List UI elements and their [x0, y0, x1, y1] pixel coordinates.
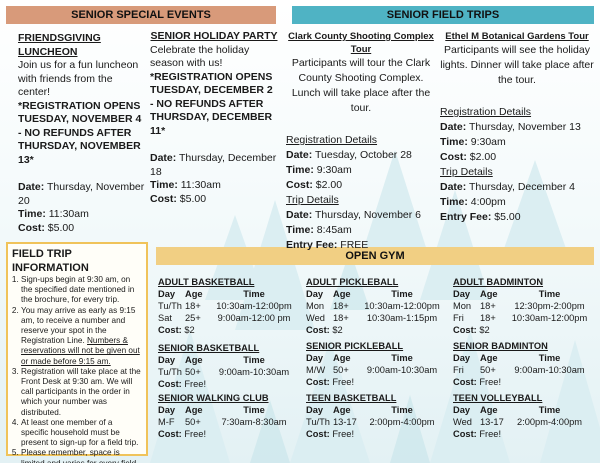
gym-title: TEEN BASKETBALL — [306, 393, 397, 403]
event-title: SENIOR HOLIDAY PARTY — [150, 30, 278, 42]
event-description: Join us for a fun luncheon with friends … — [18, 59, 139, 98]
gym-row: Fri 18+ 10:30am-12:00pm — [453, 313, 588, 323]
gym-cost: Cost: Free! — [158, 429, 207, 439]
event-title: FRIENDSGIVING LUNCHEON — [18, 32, 101, 58]
gym-row: M-F 50+ 7:30am-8:30am — [158, 417, 287, 427]
registration-cost: Cost: $2.00 — [286, 179, 343, 191]
gym-teen-basketball: TEEN BASKETBALL Day Age Time Tu/Th 13-17 2:0… — [306, 392, 446, 440]
gym-row: Tu/Th 13-17 2:00pm-4:00pm — [306, 417, 435, 427]
gym-title: ADULT BADMINTON — [453, 277, 544, 287]
gym-title: TEEN VOLLEYBALL — [453, 393, 543, 403]
trip-details-heading: Trip Details — [440, 166, 493, 178]
trip-time: Time: 4:00pm — [440, 196, 506, 208]
info-item-underlined: Numbers & reservations will not be given… — [21, 336, 140, 366]
gym-title: SENIOR PICKLEBALL — [306, 341, 404, 351]
event-description: Celebrate the holiday season with us! — [150, 43, 250, 70]
event-friendsgiving: FRIENDSGIVING LUNCHEON Join us for a fun… — [18, 32, 146, 235]
gym-cost: Cost: Free! — [306, 377, 355, 387]
gym-cost: Cost: $2 — [306, 325, 343, 335]
field-trip-information-box: FIELD TRIP INFORMATION Sign-ups begin at… — [6, 242, 148, 463]
gym-row: Wed 13-17 2:00pm-4:00pm — [453, 417, 583, 427]
event-holiday-party: SENIOR HOLIDAY PARTY Celebrate the holid… — [150, 30, 278, 206]
info-list: Sign-ups begin at 9:30 am, on the specif… — [12, 275, 142, 463]
gym-row: Mon 18+ 10:30am-12:00pm — [306, 301, 440, 311]
trip-description: Participants will see the holiday lights… — [440, 44, 594, 86]
trip-title: Clark County Shooting Complex Tour — [288, 31, 434, 55]
event-time: Time: 11:30am — [150, 179, 221, 191]
gym-teen-volleyball: TEEN VOLLEYBALL Day Age Time Wed 13-17 2:00p… — [453, 392, 594, 440]
senior-field-trips-header: SENIOR FIELD TRIPS — [292, 6, 594, 24]
senior-special-events-header: SENIOR SPECIAL EVENTS — [6, 6, 276, 24]
gym-senior-pickleball: SENIOR PICKLEBALL Day Age Time M/W 50+ 9:00a… — [306, 340, 446, 388]
gym-cost: Cost: $2 — [158, 325, 195, 335]
registration-time: Time: 9:30am — [286, 164, 352, 176]
gym-cost: Cost: $2 — [453, 325, 490, 335]
gym-adult-badminton: ADULT BADMINTON Day Age Time Mon 18+ 12:30pm… — [453, 276, 594, 336]
gym-cost: Cost: Free! — [158, 379, 207, 389]
event-date: Date: Thursday, November 20 — [18, 181, 145, 207]
gym-header-row: Day Age Time — [453, 289, 561, 299]
gym-title: SENIOR WALKING CLUB — [158, 393, 269, 403]
gym-row: Wed 18+ 10:30am-1:15pm — [306, 313, 438, 323]
gym-row: Fri 50+ 9:00am-10:30am — [453, 365, 585, 375]
gym-cost: Cost: Free! — [453, 429, 502, 439]
gym-header-row: Day Age Time — [453, 405, 561, 415]
gym-adult-basketball: ADULT BASKETBALL Day Age Time Tu/Th 18+ 10:3… — [158, 276, 298, 336]
gym-row: Tu/Th 50+ 9:00am-10:30am — [158, 367, 290, 377]
gym-header-row: Day Age Time — [306, 289, 413, 299]
gym-cost: Cost: Free! — [306, 429, 355, 439]
gym-row: M/W 50+ 9:00am-10:30am — [306, 365, 438, 375]
event-registration-note: *REGISTRATION OPENS TUESDAY, NOVEMBER 4 … — [18, 99, 142, 166]
gym-row: Sat 25+ 9:00am-12:00 pm — [158, 313, 291, 323]
trip-date: Date: Thursday, November 6 — [286, 209, 422, 221]
gym-senior-walking-club: SENIOR WALKING CLUB Day Age Time M-F 50+ 7:3… — [158, 392, 298, 440]
trip-date: Date: Thursday, December 4 — [440, 181, 576, 193]
trip-shooting-complex: Clark County Shooting Complex Tour Parti… — [286, 30, 436, 253]
gym-row: Tu/Th 18+ 10:30am-12:00pm — [158, 301, 292, 311]
info-item: At least one member of a specific househ… — [21, 418, 142, 449]
info-item: Please remember, space is limited and va… — [21, 448, 142, 463]
event-registration-note: *REGISTRATION OPENS TUESDAY, DECEMBER 2 … — [150, 70, 273, 137]
gym-header-row: Day Age Time — [158, 405, 265, 415]
event-cost: Cost: $5.00 — [150, 192, 207, 205]
gym-header-row: Day Age Time — [306, 405, 413, 415]
trip-ethel-m: Ethel M Botanical Gardens Tour Participa… — [440, 30, 594, 225]
registration-details-heading: Registration Details — [286, 134, 378, 146]
registration-date: Date: Thursday, November 13 — [440, 121, 581, 133]
registration-date: Date: Tuesday, October 28 — [286, 149, 412, 161]
registration-cost: Cost: $2.00 — [440, 151, 497, 163]
trip-details-heading: Trip Details — [286, 194, 339, 206]
gym-senior-badminton: SENIOR BADMINTON Day Age Time Fri 50+ 9:00am… — [453, 340, 594, 388]
gym-title: SENIOR BASKETBALL — [158, 343, 260, 353]
info-title: FIELD TRIP INFORMATION — [12, 248, 89, 274]
gym-row: Mon 18+ 12:30pm-2:00pm — [453, 301, 585, 311]
gym-title: ADULT BASKETBALL — [158, 277, 255, 287]
info-item: You may arrive as early as 9:15 am, to r… — [21, 306, 142, 367]
info-item: Sign-ups begin at 9:30 am, on the specif… — [21, 275, 142, 306]
trip-title: Ethel M Botanical Gardens Tour — [445, 31, 589, 42]
gym-header-row: Day Age Time — [453, 353, 561, 363]
gym-header-row: Day Age Time — [158, 289, 265, 299]
event-time: Time: 11:30am — [18, 208, 89, 220]
gym-header-row: Day Age Time — [306, 353, 413, 363]
trip-description: Participants will tour the Clark County … — [291, 57, 431, 114]
event-date: Date: Thursday, December 18 — [150, 152, 277, 178]
gym-adult-pickleball: ADULT PICKLEBALL Day Age Time Mon 18+ 10:30a… — [306, 276, 446, 336]
trip-time: Time: 8:45am — [286, 224, 352, 236]
gym-title: ADULT PICKLEBALL — [306, 277, 399, 287]
trip-entry-fee: Entry Fee: $5.00 — [440, 211, 521, 223]
trip-entry-fee: Entry Fee: FREE — [286, 239, 369, 251]
gym-title: SENIOR BADMINTON — [453, 341, 548, 351]
registration-time: Time: 9:30am — [440, 136, 506, 148]
open-gym-header: OPEN GYM — [156, 247, 594, 265]
gym-cost: Cost: Free! — [453, 377, 502, 387]
registration-details-heading: Registration Details — [440, 106, 532, 118]
info-item: Registration will take place at the Fron… — [21, 367, 142, 418]
event-cost: Cost: $5.00 — [18, 221, 75, 234]
gym-senior-basketball: SENIOR BASKETBALL Day Age Time Tu/Th 50+ 9:0… — [158, 342, 298, 390]
gym-header-row: Day Age Time — [158, 355, 265, 365]
